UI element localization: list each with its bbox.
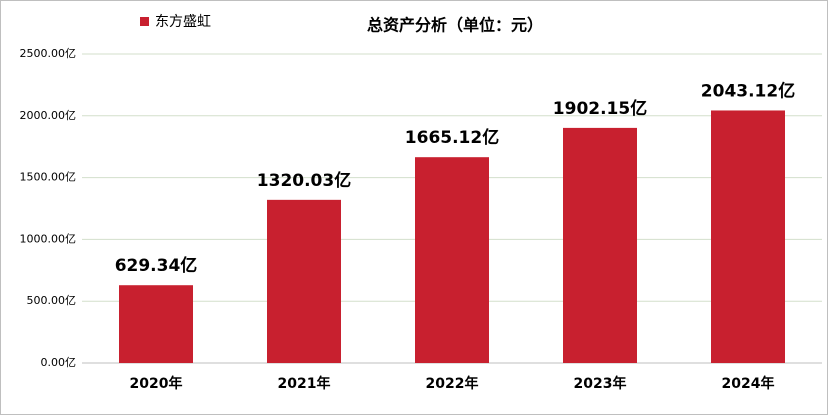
legend-label: 东方盛虹 — [155, 14, 211, 30]
data-label: 1665.12亿 — [405, 127, 499, 148]
y-tick-label: 0.00亿 — [41, 356, 77, 369]
x-tick-label: 2020年 — [130, 375, 183, 392]
bar — [119, 285, 193, 363]
data-label: 1902.15亿 — [553, 98, 647, 119]
y-tick-label: 1500.00亿 — [20, 171, 77, 184]
y-tick-label: 2500.00亿 — [20, 47, 77, 60]
legend-swatch — [140, 17, 149, 26]
x-tick-label: 2022年 — [426, 375, 479, 392]
x-tick-label: 2023年 — [574, 375, 627, 392]
chart-title: 总资产分析（单位：元） — [367, 16, 543, 35]
bar — [267, 199, 341, 363]
data-label: 629.34亿 — [115, 255, 198, 276]
bar — [711, 110, 785, 363]
y-tick-label: 2000.00亿 — [20, 109, 77, 122]
y-tick-label: 1000.00亿 — [20, 232, 77, 245]
x-tick-label: 2021年 — [278, 375, 331, 392]
y-tick-label: 500.00亿 — [27, 294, 77, 307]
data-label: 2043.12亿 — [701, 80, 795, 101]
data-label: 1320.03亿 — [257, 170, 351, 191]
x-tick-label: 2024年 — [722, 375, 775, 392]
bar — [415, 157, 489, 363]
bar — [563, 127, 637, 363]
